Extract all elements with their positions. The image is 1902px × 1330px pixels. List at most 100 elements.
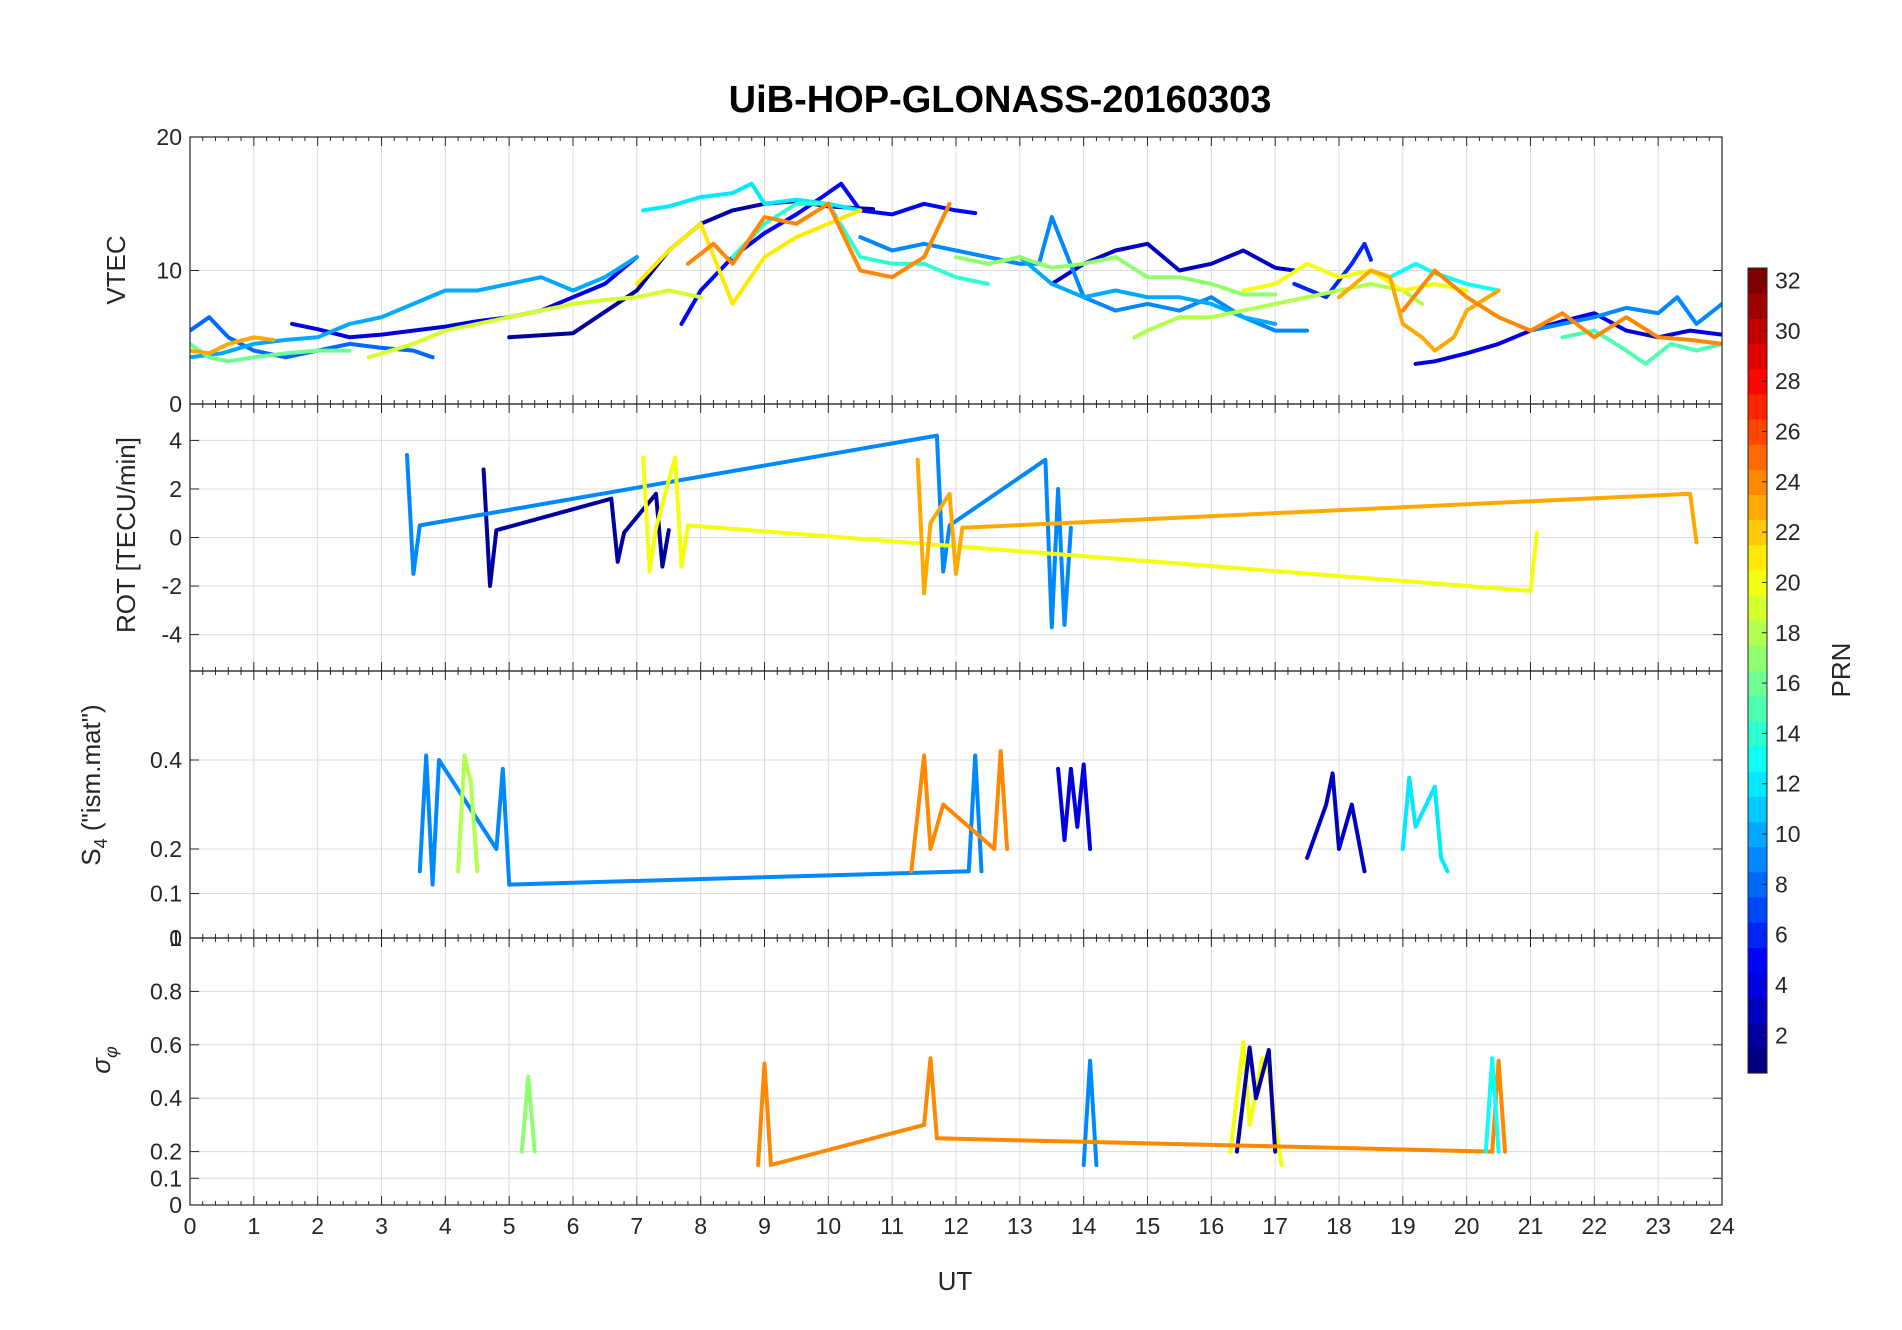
panel-rot: -4 -2 0 2 4 ROT [TECU/min]	[111, 403, 1723, 672]
colorbar-tick-label: 20	[1775, 569, 1801, 595]
series-line-prn-19	[366, 288, 703, 360]
colorbar-tick-label: 16	[1775, 670, 1801, 696]
series-line-prn-12	[1400, 775, 1450, 874]
series-line-prn-20	[1241, 261, 1469, 293]
colorbar-tick-label: 24	[1775, 469, 1801, 495]
colorbar-swatch	[1748, 695, 1767, 722]
series-line-prn-2	[1234, 1045, 1278, 1154]
colorbar-swatch	[1748, 1022, 1767, 1049]
colorbar-swatch	[1748, 997, 1767, 1024]
x-tick-label: 22	[1582, 1213, 1608, 1239]
colorbar-swatch	[1748, 670, 1767, 697]
colorbar-swatch	[1748, 393, 1767, 420]
series-group	[417, 749, 1450, 887]
colorbar-tick-label: 12	[1775, 771, 1801, 797]
colorbar-swatch	[1748, 771, 1767, 797]
x-tick-label: 20	[1454, 1213, 1480, 1239]
series-line-prn-2	[481, 467, 671, 588]
series-line-prn-4	[1413, 311, 1722, 366]
colorbar-swatch	[1748, 896, 1767, 923]
x-tick-label: 10	[816, 1213, 842, 1239]
y-tick-label: 0.6	[150, 1032, 182, 1058]
series-line-prn-17	[954, 255, 1278, 297]
colorbar-swatch	[1748, 494, 1767, 521]
y-tick-label: 0.2	[150, 836, 182, 862]
colorbar-label: PRN	[1826, 643, 1856, 698]
y-axis-label: σφ	[86, 1046, 121, 1074]
y-axis-label: VTEC	[101, 235, 131, 304]
gridlines	[190, 938, 1722, 1205]
series-line-prn-6	[1292, 241, 1373, 300]
y-tick-label: 0.2	[150, 1139, 182, 1165]
x-tick-label: 19	[1390, 1213, 1416, 1239]
series-line-prn-9	[858, 215, 1310, 333]
series-line-prn-24	[756, 1056, 1507, 1167]
series-line-prn-3	[1049, 241, 1297, 286]
y-axis-label: ROT [TECU/min]	[111, 437, 141, 633]
x-tick-label: 1	[247, 1213, 260, 1239]
y-tick-label: 0	[169, 1192, 182, 1218]
colorbar-swatch	[1748, 720, 1767, 747]
x-tick-label: 24	[1709, 1213, 1735, 1239]
gridlines	[190, 137, 1722, 404]
series-line-prn-9	[405, 433, 1073, 630]
series-group	[190, 181, 1722, 366]
series-line-prn-24	[685, 201, 952, 280]
colorbar-tick-label: 32	[1775, 268, 1801, 294]
series-line-prn-23	[190, 335, 275, 356]
series-line-prn-24	[1400, 268, 1722, 346]
series-line-prn-18	[1132, 281, 1424, 340]
colorbar-swatch	[1748, 293, 1767, 319]
x-tick-label: 5	[503, 1213, 516, 1239]
y-tick-label: 0.4	[150, 1085, 182, 1111]
series-line-prn-17	[519, 1074, 537, 1154]
colorbar-swatch	[1748, 947, 1767, 973]
colorbar-swatch	[1748, 569, 1767, 596]
y-tick-label: -2	[162, 573, 182, 599]
series-line-prn-14	[730, 201, 990, 286]
y-tick-label: 0	[169, 525, 182, 551]
x-tick-label: 3	[375, 1213, 388, 1239]
x-tick-label: 21	[1518, 1213, 1544, 1239]
colorbar-swatch	[1748, 595, 1767, 621]
x-tick-label: 13	[1007, 1213, 1033, 1239]
colorbar-swatch	[1748, 268, 1767, 294]
y-tick-label: -4	[162, 622, 183, 648]
colorbar-tick-label: 26	[1775, 419, 1801, 445]
series-line-prn-21	[634, 208, 863, 306]
series-line-prn-4	[1056, 762, 1093, 851]
colorbar-swatch	[1748, 620, 1767, 646]
tick-marks	[189, 937, 1723, 1206]
series-line-prn-9	[1528, 295, 1722, 333]
colorbar-tick-label: 8	[1775, 871, 1788, 897]
series-line-prn-9	[417, 753, 984, 887]
colorbar-swatch	[1748, 745, 1767, 772]
colorbar-swatch	[1748, 368, 1767, 395]
tick-marks	[189, 136, 1723, 405]
series-group	[405, 433, 1699, 630]
colorbar-tick-label: 6	[1775, 922, 1788, 948]
colorbar-tick-label: 4	[1775, 972, 1788, 998]
y-tick-label: 2	[169, 476, 182, 502]
series-line-prn-4	[290, 255, 639, 340]
x-tick-label: 7	[630, 1213, 643, 1239]
x-tick-label: 16	[1199, 1213, 1225, 1239]
colorbar-swatch	[1748, 796, 1767, 823]
x-tick-label: 23	[1645, 1213, 1671, 1239]
y-tick-label: 20	[156, 124, 182, 150]
series-line-prn-10	[190, 255, 639, 360]
colorbar-tick-label: 28	[1775, 368, 1801, 394]
series-group	[519, 1040, 1507, 1167]
y-tick-label: 0.1	[150, 1165, 182, 1191]
x-tick-label: 17	[1262, 1213, 1288, 1239]
x-tick-label: 14	[1071, 1213, 1097, 1239]
x-axis-label: UT	[938, 1266, 973, 1296]
x-tick-label: 0	[184, 1213, 197, 1239]
series-line-prn-23	[1337, 268, 1501, 353]
colorbar-swatch	[1748, 469, 1767, 496]
chart-title: UiB-HOP-GLONASS-20160303	[729, 79, 1272, 121]
